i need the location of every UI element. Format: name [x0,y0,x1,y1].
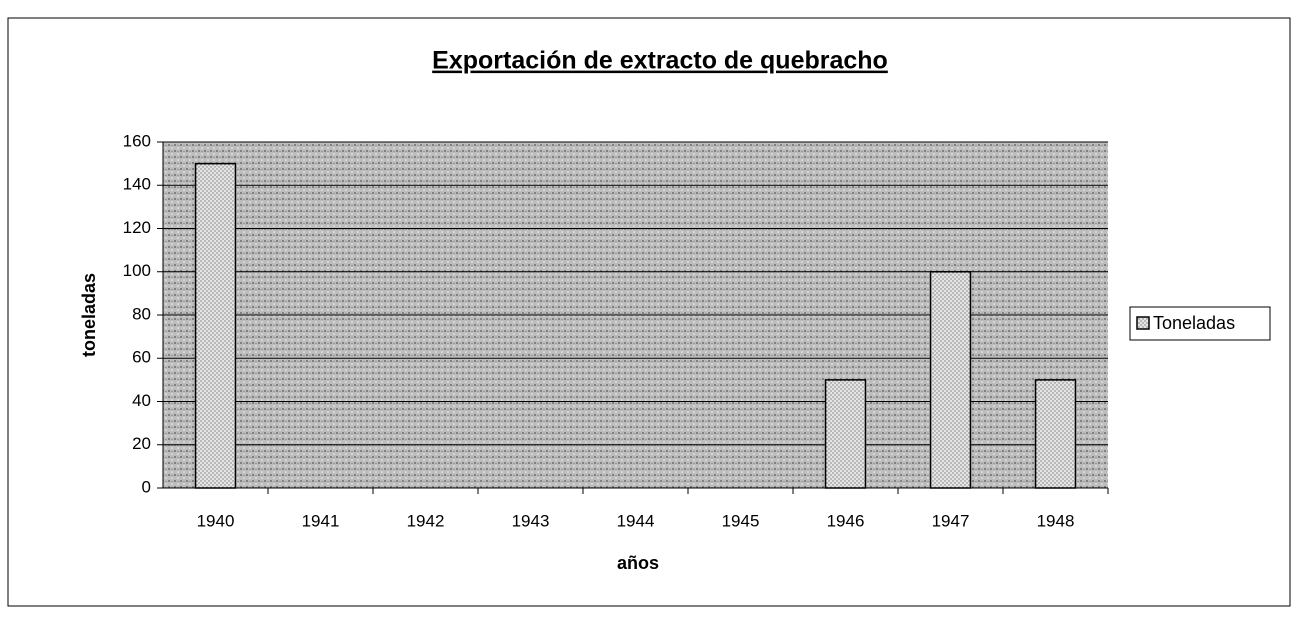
y-tick-label: 20 [132,434,151,453]
x-tick-label: 1940 [197,511,235,530]
x-tick-label: 1946 [827,511,865,530]
x-tick-label: 1947 [932,511,970,530]
y-tick-label: 40 [132,391,151,410]
bar [929,271,972,489]
y-tick-label: 140 [123,175,151,194]
y-axis-label: toneladas [79,273,99,357]
x-tick-label: 1942 [407,511,445,530]
x-tick-label: 1948 [1037,511,1075,530]
x-axis-label: años [617,553,659,573]
y-tick-label: 0 [142,477,151,496]
x-tick-label: 1941 [302,511,340,530]
x-tick-label: 1943 [512,511,550,530]
legend-swatch [1136,316,1150,330]
bar [1034,379,1077,489]
x-tick-label: 1944 [617,511,655,530]
y-tick-label: 160 [123,131,151,150]
y-tick-label: 100 [123,261,151,280]
y-tick-label: 60 [132,348,151,367]
y-tick-label: 80 [132,304,151,323]
chart-title: Exportación de extracto de quebracho [432,47,888,75]
bar [194,162,237,489]
bar [824,379,867,489]
y-tick-label: 120 [123,218,151,237]
x-tick-label: 1945 [722,511,760,530]
legend-box [1129,306,1271,341]
legend-label: Toneladas [1153,313,1235,333]
